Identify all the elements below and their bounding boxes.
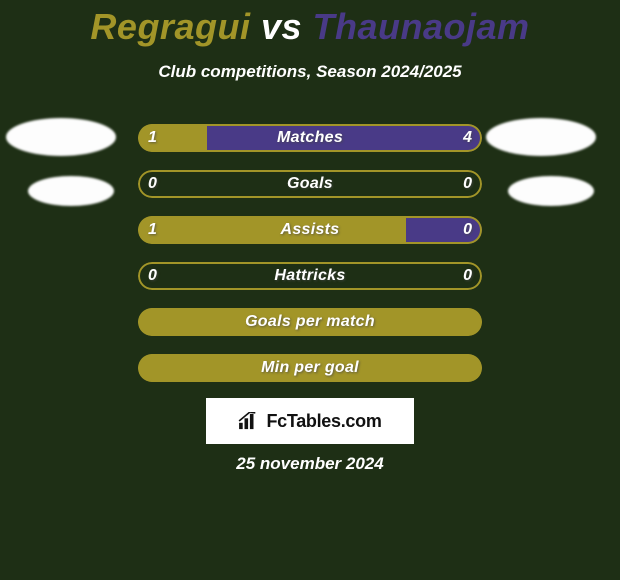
brand-text: FcTables.com (266, 411, 381, 432)
avatar-player-a-body (28, 176, 114, 206)
title-player-a: Regragui (90, 6, 250, 47)
stat-row: 00Hattricks (138, 262, 482, 290)
stat-label: Assists (138, 216, 482, 244)
stat-label: Goals (138, 170, 482, 198)
stat-row: Min per goal (138, 354, 482, 382)
stat-label: Matches (138, 124, 482, 152)
avatar-player-b (486, 118, 596, 156)
title-vs: vs (261, 6, 302, 47)
stat-label: Min per goal (138, 354, 482, 382)
stat-label: Hattricks (138, 262, 482, 290)
comparison-card: Regragui vs Thaunaojam Club competitions… (0, 0, 620, 580)
stat-row: 00Goals (138, 170, 482, 198)
avatar-player-b-body (508, 176, 594, 206)
stat-label: Goals per match (138, 308, 482, 336)
date-label: 25 november 2024 (0, 454, 620, 474)
bar-chart-icon (238, 412, 260, 430)
stat-row: Goals per match (138, 308, 482, 336)
title-player-b: Thaunaojam (313, 6, 530, 47)
stat-row: 10Assists (138, 216, 482, 244)
avatar-player-a (6, 118, 116, 156)
stat-row: 14Matches (138, 124, 482, 152)
stats-list: 14Matches 00Goals 10Assists 00Hattricks Goal… (138, 124, 482, 400)
brand-logo: FcTables.com (206, 398, 414, 444)
page-title: Regragui vs Thaunaojam (0, 0, 620, 48)
subtitle: Club competitions, Season 2024/2025 (0, 62, 620, 82)
